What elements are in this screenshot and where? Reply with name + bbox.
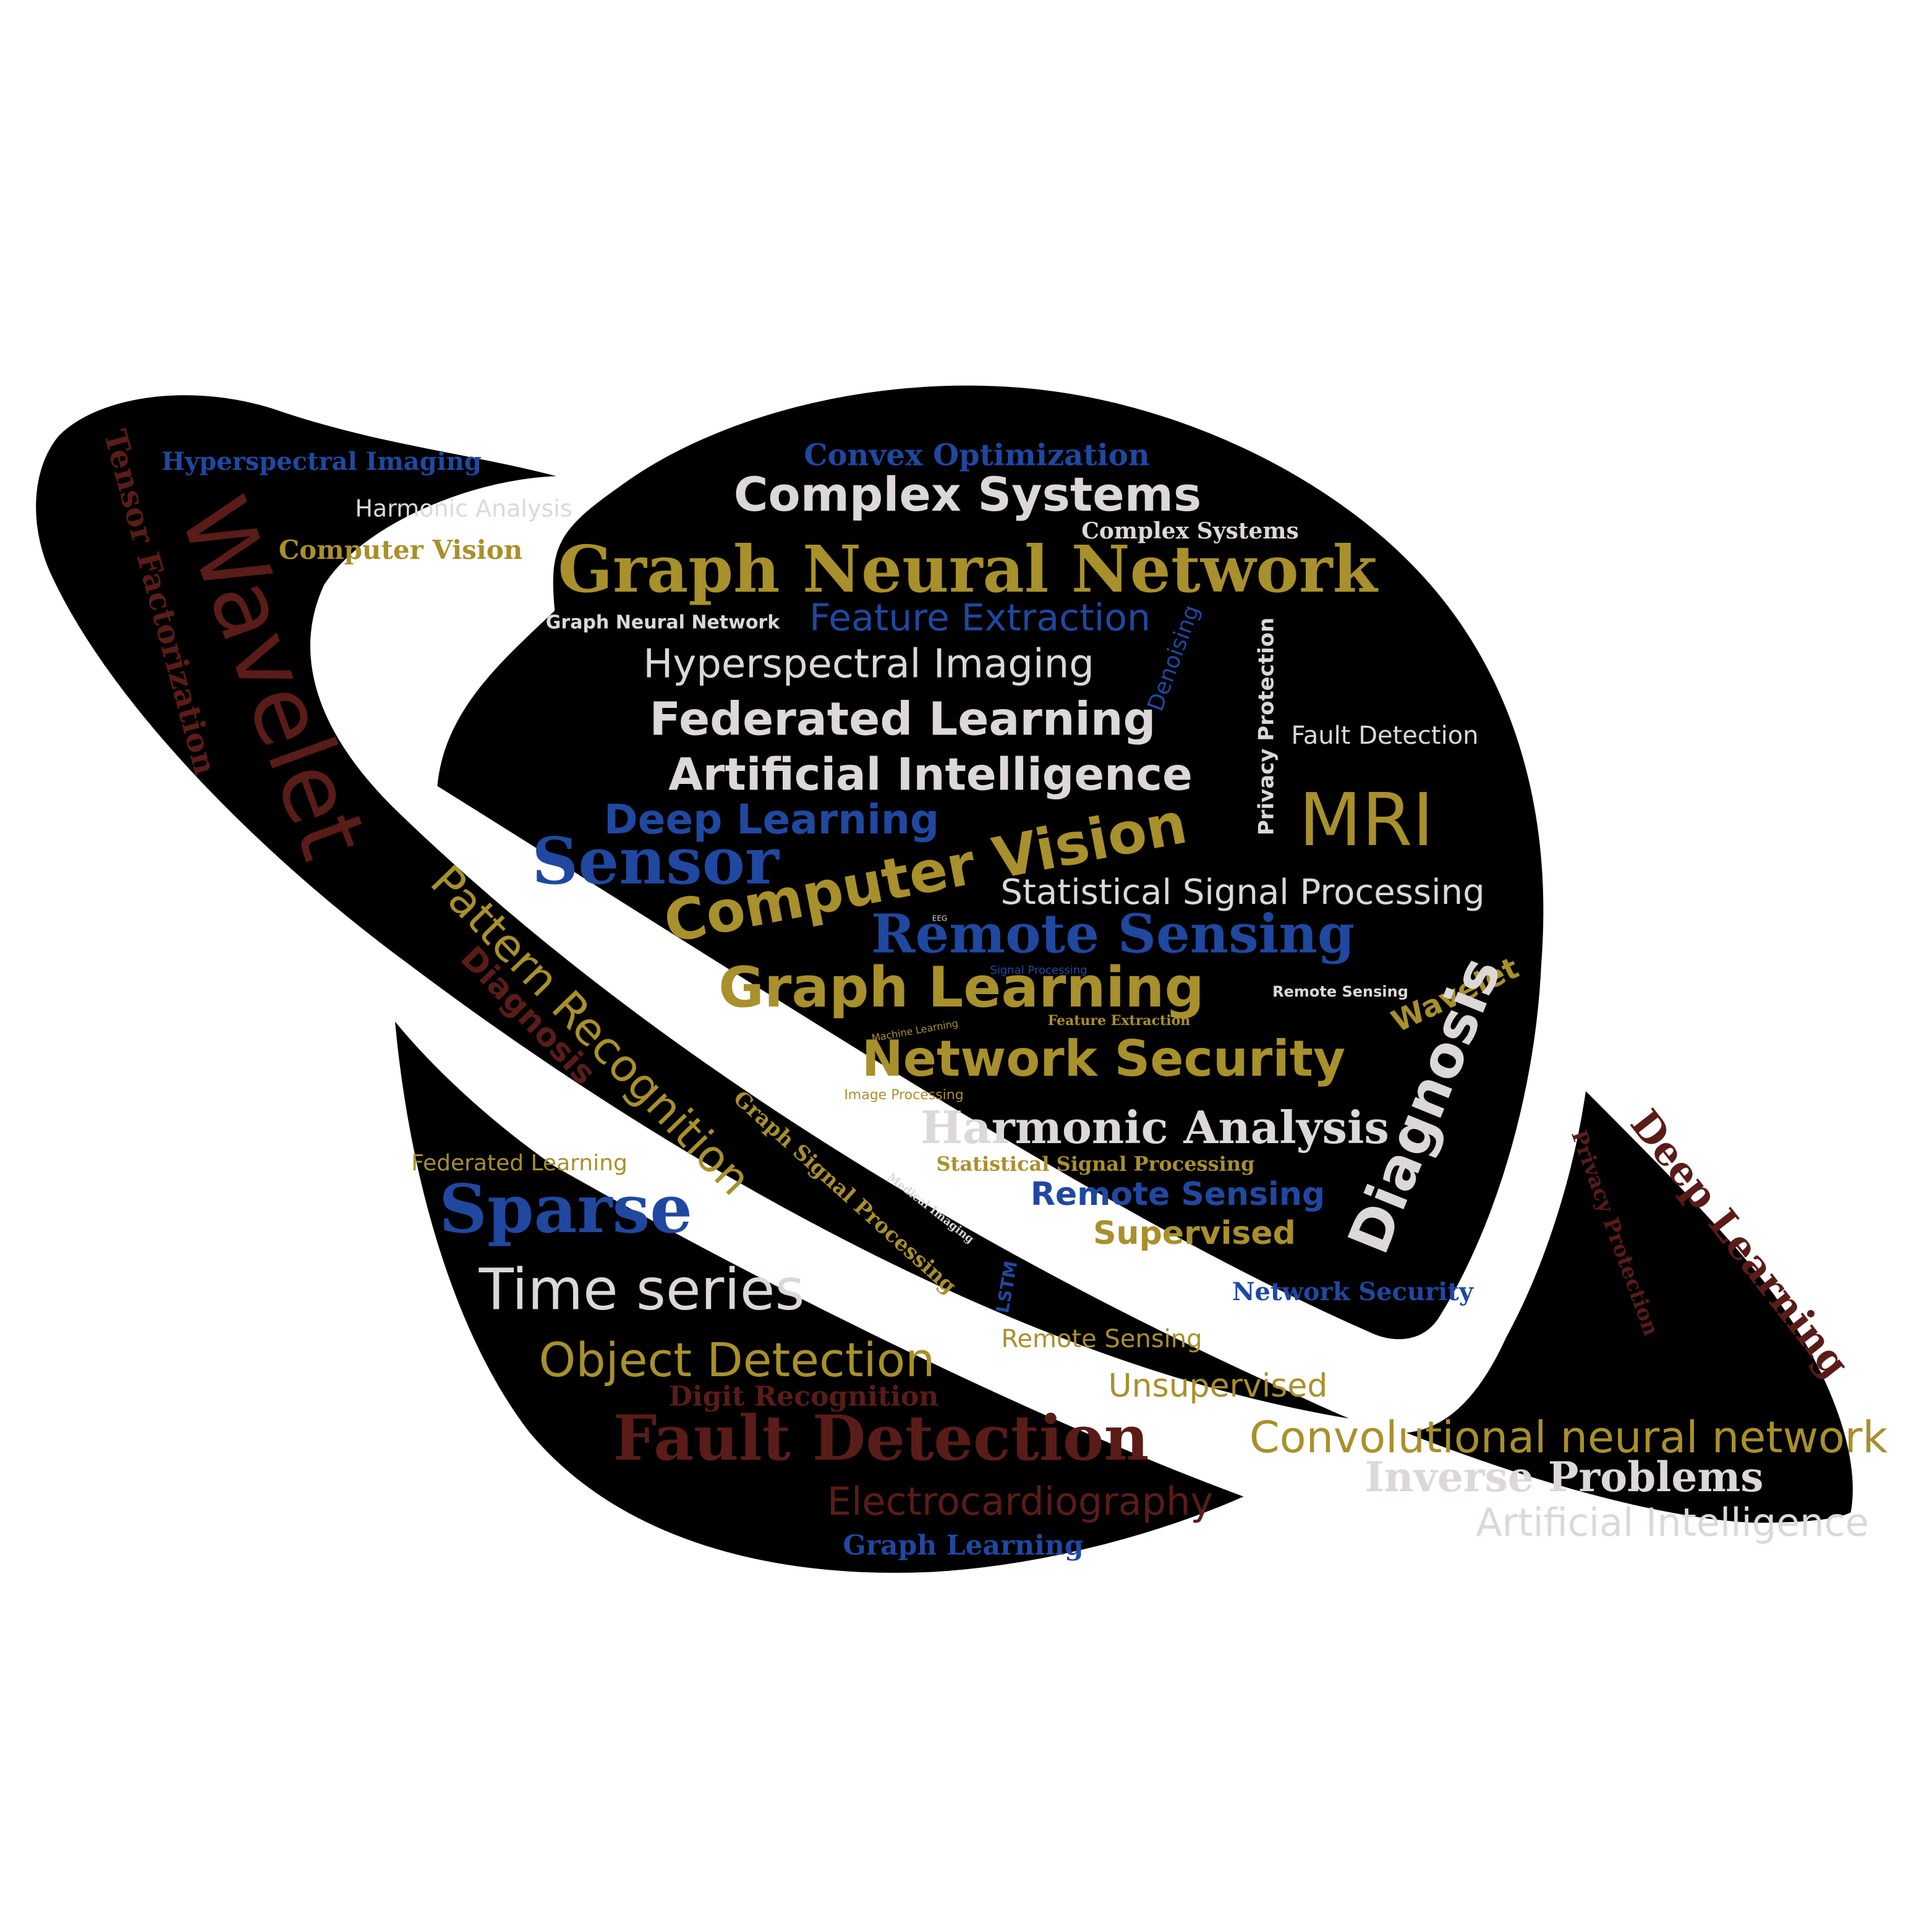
word-artificial-intelligence-white: Artificial Intelligence (668, 749, 1193, 801)
word-complex-systems-small: Complex Systems (1081, 518, 1299, 544)
word-statistical-signal-processing-white: Statistical Signal Processing (1000, 872, 1484, 913)
word-graph-neural-network-small: Graph Neural Network (546, 612, 780, 634)
word-feature-extraction-small: Feature Extraction (1048, 1013, 1191, 1029)
word-fault-detection-brown: Fault Detection (613, 1402, 1149, 1475)
word-deep-learning-blue: Deep Learning (604, 796, 939, 843)
word-feature-extraction-blue: Feature Extraction (809, 597, 1151, 640)
word-mri: MRI (1299, 777, 1434, 862)
word-unsupervised: Unsupervised (1109, 1368, 1328, 1405)
word-supervised: Supervised (1093, 1215, 1296, 1252)
word-artificial-intelligence-small: Artificial Intelligence (1476, 1500, 1868, 1545)
word-graph-neural-network-large: Graph Neural Network (558, 531, 1378, 607)
word-remote-sensing-gold: Remote Sensing (1001, 1325, 1202, 1353)
word-inverse-problems: Inverse Problems (1365, 1453, 1764, 1501)
word-statistical-signal-processing-gold: Statistical Signal Processing (937, 1152, 1255, 1176)
word-graph-learning-gold: Graph Learning (718, 955, 1204, 1020)
word-remote-sensing-blue-large: Remote Sensing (871, 903, 1355, 966)
word-harmonic-analysis-white: Harmonic Analysis (921, 1101, 1389, 1154)
word-complex-systems-large: Complex Systems (734, 467, 1201, 522)
ring-upper-left (27, 386, 1862, 1532)
word-fault-detection-white: Fault Detection (1291, 721, 1478, 750)
word-object-detection: Object Detection (539, 1332, 935, 1387)
word-privacy-protection-vertical: Privacy Protection (1254, 618, 1279, 836)
planet-body (428, 377, 1552, 1348)
word-hyperspectral-imaging-blue: Hyperspectral Imaging (161, 447, 482, 476)
word-graph-learning-blue: Graph Learning (843, 1530, 1083, 1562)
word-digit-recognition: Digit Recognition (669, 1381, 939, 1413)
word-remote-sensing-small: Remote Sensing (1272, 983, 1408, 1000)
word-eeg: EEG (932, 914, 947, 923)
word-network-security-gold: Network Security (862, 1030, 1345, 1087)
word-sparse: Sparse (439, 1170, 692, 1248)
word-time-series: Time series (479, 1256, 805, 1322)
word-harmonic-analysis-small: Harmonic Analysis (355, 495, 572, 522)
word-convex-optimization: Convex Optimization (804, 438, 1149, 473)
word-federated-learning-small: Federated Learning (411, 1151, 628, 1176)
word-convolutional-neural-network: Convolutional neural network (1249, 1412, 1888, 1463)
word-signal-processing: Signal Processing (990, 964, 1087, 977)
word-electrocardiography: Electrocardiography (827, 1479, 1213, 1524)
word-hyperspectral-imaging-white: Hyperspectral Imaging (643, 642, 1094, 687)
word-federated-learning-white: Federated Learning (649, 693, 1155, 746)
word-remote-sensing-blue-mid: Remote Sensing (1031, 1176, 1325, 1213)
word-sensor: Sensor (532, 823, 780, 899)
word-computer-vision-small: Computer Vision (279, 535, 523, 565)
word-image-processing: Image Processing (844, 1087, 963, 1103)
word-network-security-blue: Network Security (1232, 1277, 1475, 1306)
planet-lower (384, 994, 1267, 1582)
